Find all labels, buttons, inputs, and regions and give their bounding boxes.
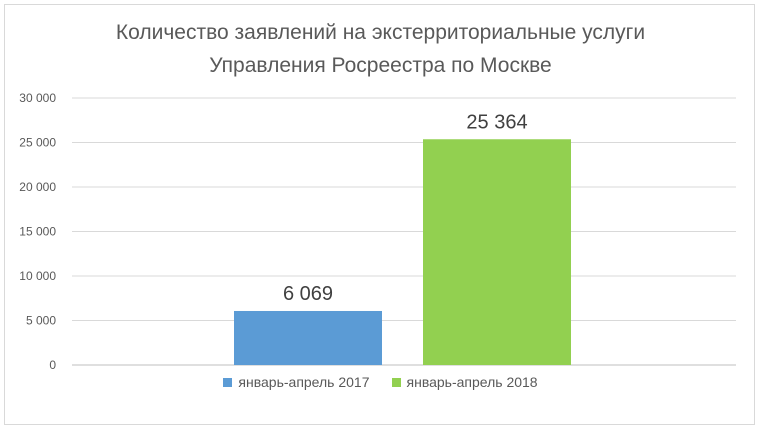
- y-tick-label: 30 000: [19, 91, 56, 105]
- bar: [423, 139, 571, 365]
- y-tick-label: 15 000: [19, 225, 56, 239]
- y-tick-label: 10 000: [19, 269, 56, 283]
- legend-label-2017: январь-апрель 2017: [238, 374, 370, 390]
- legend-label-2018: январь-апрель 2018: [406, 374, 538, 390]
- chart-title-line-2: Управления Росреестра по Москве: [209, 54, 552, 77]
- legend-item-2017: январь-апрель 2017: [223, 374, 370, 390]
- legend-swatch-2018: [391, 377, 401, 387]
- y-tick-label: 20 000: [19, 180, 56, 194]
- y-tick-label: 0: [49, 358, 56, 372]
- data-label: 25 364: [466, 111, 527, 133]
- legend-item-2018: январь-апрель 2018: [391, 374, 538, 390]
- y-tick-label: 25 000: [19, 136, 56, 150]
- bar: [234, 310, 382, 365]
- y-tick-label: 5 000: [26, 314, 56, 328]
- chart-title-line-1: Количество заявлений на экстерриториальн…: [115, 21, 646, 44]
- chart-legend: январь-апрель 2017 январь-апрель 2018: [0, 374, 761, 390]
- legend-swatch-2017: [223, 377, 233, 387]
- data-label: 6 069: [283, 283, 333, 305]
- chart-title: Количество заявлений на экстерриториальн…: [0, 16, 761, 82]
